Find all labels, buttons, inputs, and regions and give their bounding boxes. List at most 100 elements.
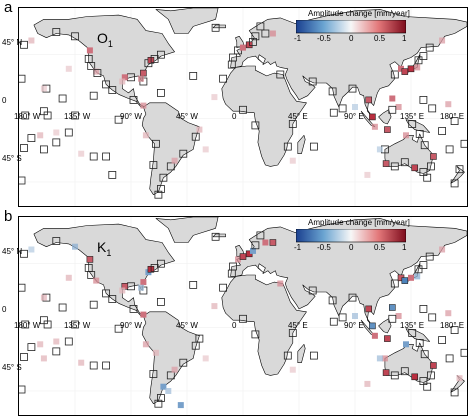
colorbar-gradient: [296, 229, 406, 243]
station-insignificant: [348, 293, 357, 302]
station-marker: [202, 146, 209, 153]
station-marker: [395, 313, 402, 319]
station-insignificant: [419, 52, 428, 60]
station-marker: [371, 332, 378, 339]
colorbar-tick: 0.5: [374, 34, 386, 43]
landmass-new-guinea: [405, 119, 431, 133]
station-marker: [121, 74, 128, 81]
station-insignificant: [179, 149, 188, 158]
lat-tick-45n: 45° N: [2, 38, 23, 47]
colorbar-tick: 0.5: [374, 243, 386, 252]
station-marker: [381, 355, 388, 362]
landmass-eurasia: [230, 9, 467, 118]
station-insignificant: [450, 326, 459, 334]
constituent-label: K1: [97, 239, 112, 258]
station-insignificant: [420, 350, 429, 359]
station-insignificant: [102, 289, 110, 298]
station-insignificant: [58, 94, 67, 103]
station-marker: [152, 349, 159, 356]
station-insignificant: [329, 108, 338, 117]
station-insignificant: [329, 317, 338, 326]
station-insignificant: [390, 162, 399, 171]
station-insignificant: [52, 347, 61, 356]
station-marker: [28, 246, 35, 253]
station-marker: [401, 68, 409, 75]
station-insignificant: [227, 60, 236, 69]
landmass-madagascar: [297, 135, 306, 154]
station-insignificant: [388, 314, 397, 323]
lon-tick: 0: [232, 321, 237, 331]
station-insignificant: [191, 132, 200, 141]
station-insignificant: [102, 152, 110, 161]
station-marker: [403, 132, 409, 139]
lon-tick: 90° E: [344, 112, 364, 122]
station-marker: [140, 102, 147, 109]
station-insignificant: [93, 69, 102, 77]
station-marker: [289, 366, 296, 373]
colorbar-tick: -0.5: [317, 243, 331, 252]
station-insignificant: [156, 298, 165, 306]
station-marker: [53, 338, 60, 345]
station-insignificant: [114, 115, 123, 124]
landmass-new-zealand: [450, 166, 465, 184]
station-marker: [369, 322, 376, 330]
station-insignificant: [251, 330, 260, 339]
station-marker: [395, 104, 402, 110]
station-insignificant: [64, 337, 73, 346]
station-insignificant: [39, 145, 48, 154]
station-insignificant: [149, 370, 158, 378]
station-insignificant: [419, 261, 428, 269]
station-insignificant: [20, 249, 28, 258]
station-insignificant: [156, 185, 165, 193]
landmass-greenland: [155, 8, 219, 34]
station-insignificant: [328, 296, 337, 305]
lon-tick: 135° E: [400, 321, 425, 331]
station-insignificant: [288, 120, 297, 128]
station-insignificant: [338, 313, 347, 322]
station-marker: [37, 132, 44, 139]
colorbar-gradient: [296, 20, 406, 34]
station-marker: [389, 95, 396, 102]
station-insignificant: [39, 107, 48, 116]
station-insignificant: [27, 343, 36, 351]
colorbar-tick: -0.5: [317, 34, 331, 43]
station-marker: [160, 383, 167, 390]
station-insignificant: [19, 283, 26, 292]
station-marker: [28, 37, 35, 44]
station-insignificant: [64, 128, 73, 137]
station-marker: [171, 366, 178, 373]
station-marker: [72, 243, 78, 250]
station-marker: [138, 75, 144, 82]
station-insignificant: [159, 173, 168, 182]
station-insignificant: [71, 111, 79, 120]
lat-tick-45s: 45° S: [2, 363, 22, 372]
landmass-madagascar: [297, 344, 306, 363]
station-insignificant: [21, 111, 30, 120]
station-insignificant: [71, 320, 79, 329]
station-marker: [365, 305, 373, 313]
colorbar-tick: 0: [349, 243, 354, 252]
station-insignificant: [308, 77, 317, 86]
station-insignificant: [249, 37, 257, 46]
station-insignificant: [425, 252, 434, 261]
station-marker: [445, 310, 452, 317]
station-marker: [364, 171, 371, 178]
station-marker: [269, 239, 277, 246]
station-insignificant: [309, 142, 318, 151]
station-insignificant: [20, 144, 28, 152]
station-insignificant: [455, 165, 464, 174]
world-map: [19, 8, 467, 206]
lat-tick-0: 0: [2, 305, 7, 314]
station-insignificant: [52, 28, 61, 36]
station-insignificant: [251, 121, 260, 130]
panel-letter: a: [4, 0, 13, 16]
station-insignificant: [256, 22, 265, 31]
colorbar-tick: 0: [349, 34, 354, 43]
station-insignificant: [283, 142, 292, 151]
station-insignificant: [20, 353, 28, 361]
station-marker: [376, 146, 383, 153]
station-insignificant: [445, 145, 454, 154]
station-insignificant: [390, 371, 399, 380]
station-insignificant: [154, 399, 163, 408]
station-insignificant: [438, 336, 447, 344]
